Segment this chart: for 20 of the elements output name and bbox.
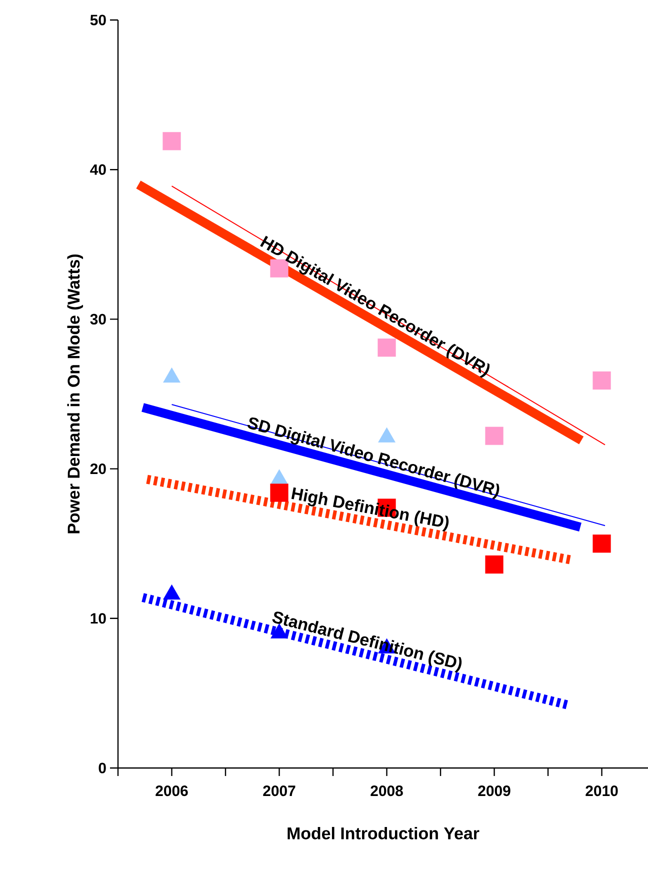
- text: High Definition (HD): [291, 487, 449, 532]
- point: [270, 484, 288, 502]
- y-tick-label: 40: [90, 164, 106, 175]
- x-tick-label: 2006: [156, 786, 188, 796]
- x-tick-label: 2007: [263, 786, 296, 796]
- y-axis-title: Power Demand in On Mode (Watts): [67, 254, 84, 534]
- point: [163, 584, 180, 600]
- point: [592, 371, 611, 390]
- x-tick-label: 2010: [586, 786, 618, 796]
- y-tick-label: 10: [90, 613, 106, 624]
- y-tick-label: 20: [90, 464, 106, 474]
- x-tick-label: 2009: [478, 786, 510, 796]
- x-axis-title: Model Introduction Year: [288, 826, 480, 840]
- point: [485, 426, 504, 445]
- y-tick-label: 30: [90, 314, 106, 325]
- point: [270, 469, 288, 484]
- x-tick-label: 2008: [370, 786, 403, 796]
- y-tick-label: 50: [90, 14, 106, 26]
- y-tick-label: 0: [98, 762, 106, 774]
- point: [162, 132, 181, 150]
